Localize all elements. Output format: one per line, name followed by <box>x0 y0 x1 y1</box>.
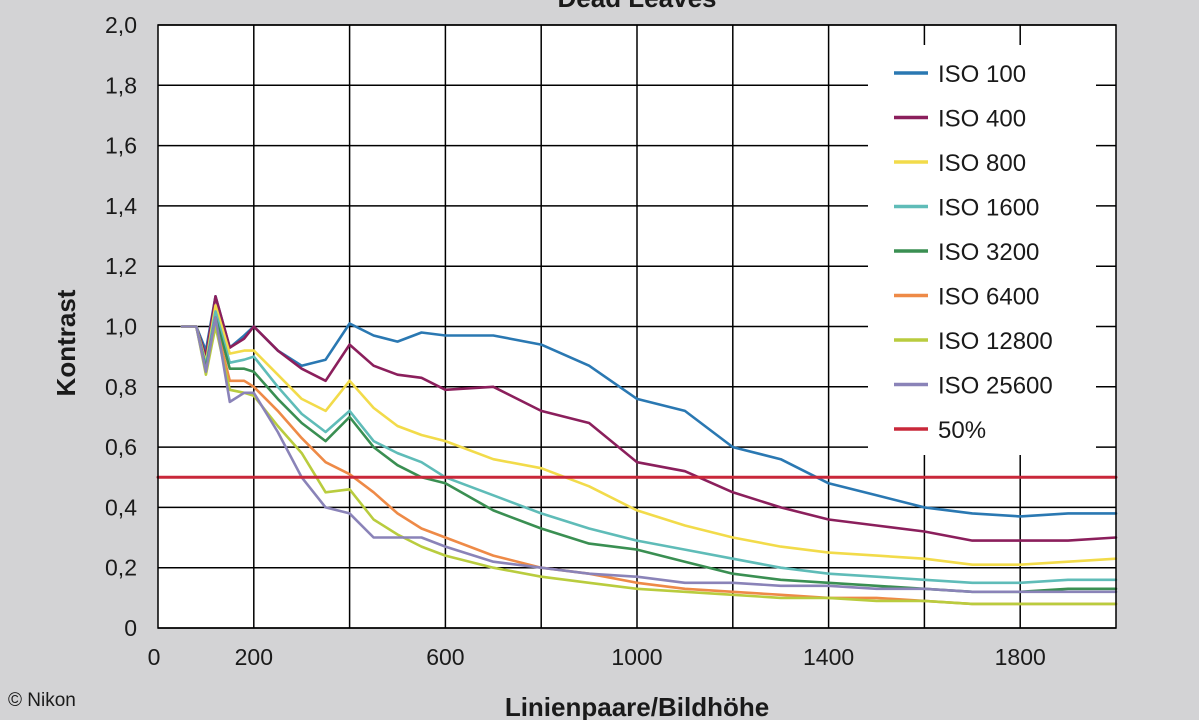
series-lines <box>156 294 1118 606</box>
legend: ISO 100 ISO 400 ISO 800 ISO 1600 ISO 3200 ISO… <box>868 45 1096 455</box>
y-axis-label: Kontrast <box>51 289 81 396</box>
series-line <box>180 304 1118 567</box>
series-line <box>180 316 1118 594</box>
series-line <box>180 322 1118 606</box>
x-tick-label: 200 <box>235 644 273 670</box>
y-tick-label: 0 <box>124 615 137 641</box>
x-tick-label: 1000 <box>611 644 662 670</box>
series-line <box>180 294 1118 542</box>
x-axis-label: Linienpaare/Bildhöhe <box>505 692 769 720</box>
x-tick-label: 1800 <box>995 644 1046 670</box>
y-tick-label: 0,2 <box>105 555 137 581</box>
y-tick-label: 1,6 <box>105 133 137 159</box>
y-tick-label: 0,8 <box>105 374 137 400</box>
x-tick-label: 1400 <box>803 644 854 670</box>
legend-label: ISO 800 <box>938 150 1026 177</box>
y-tick-label: 1,0 <box>105 314 137 340</box>
legend-label: ISO 100 <box>938 61 1026 88</box>
chart-title: Dead Leaves <box>558 0 717 13</box>
y-tick-label: 0,4 <box>105 494 137 520</box>
x-tick-label: 0 <box>148 644 161 670</box>
y-tick-label: 2,0 <box>105 12 137 38</box>
copyright-credit: © Nikon <box>8 690 76 711</box>
y-tick-label: 0,6 <box>105 434 137 460</box>
series-line <box>180 325 1118 606</box>
legend-label: ISO 25600 <box>938 373 1053 400</box>
y-tick-label: 1,2 <box>105 253 137 279</box>
legend-label: ISO 400 <box>938 106 1026 133</box>
legend-label: ISO 12800 <box>938 328 1053 355</box>
x-tick-label: 600 <box>426 644 464 670</box>
y-tick-labels: 0 0,2 0,4 0,6 0,8 1,0 1,2 1,4 1,6 1,8 2,0 <box>105 12 137 641</box>
y-tick-label: 1,8 <box>105 72 137 98</box>
legend-label: ISO 3200 <box>938 239 1039 266</box>
legend-label: 50% <box>938 417 986 444</box>
legend-label: ISO 1600 <box>938 195 1039 222</box>
y-tick-label: 1,4 <box>105 193 137 219</box>
legend-label: ISO 6400 <box>938 284 1039 311</box>
series-line <box>180 316 1118 594</box>
x-tick-labels: 0 200 600 1000 1400 1800 <box>148 644 1046 670</box>
plot-frame <box>157 24 1117 629</box>
series-line <box>180 294 1118 518</box>
